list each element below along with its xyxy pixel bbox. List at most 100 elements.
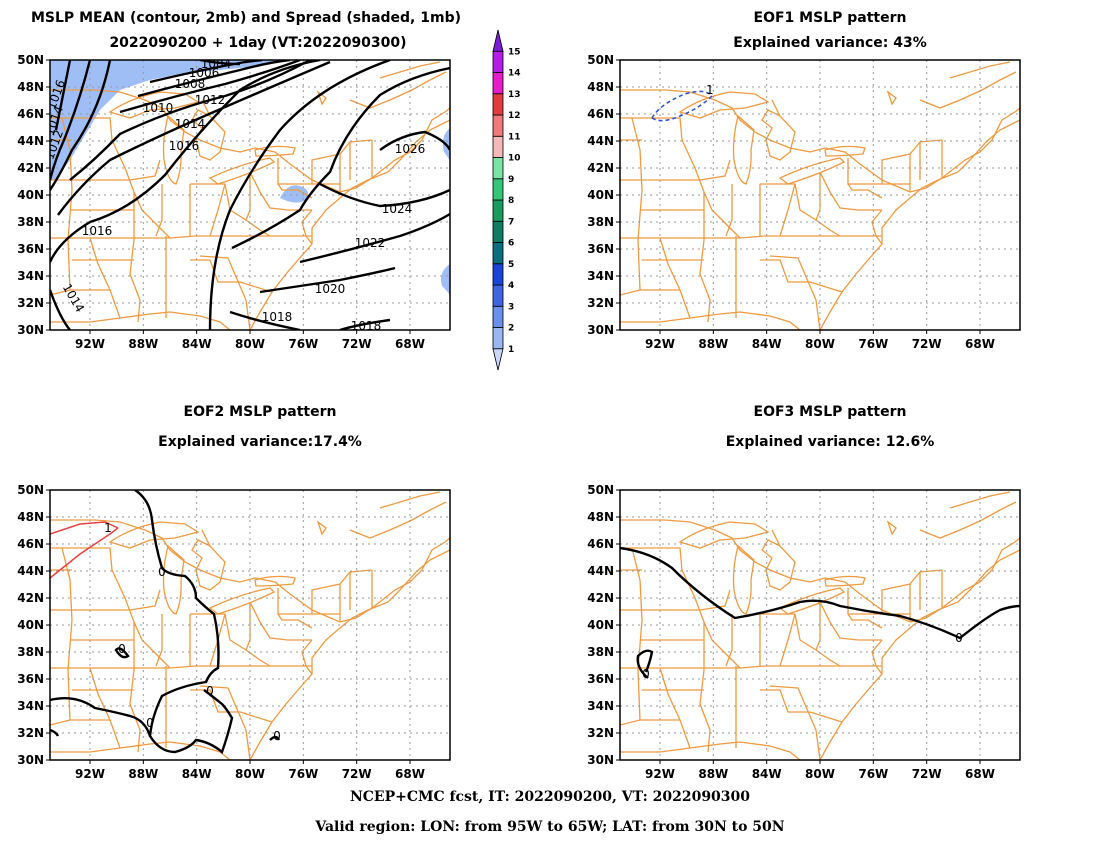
colorbar-segment xyxy=(492,114,504,137)
panel3-map: 1 0 0 0 0 0 xyxy=(50,490,450,760)
panel2-subtitle: Explained variance: 43% xyxy=(733,35,927,51)
lon-tick-label: 92W xyxy=(645,767,675,781)
lat-tick-label: 30N xyxy=(17,323,44,337)
lon-tick-label: 76W xyxy=(288,767,318,781)
lat-tick-label: 44N xyxy=(17,564,44,578)
contour-label: 1 xyxy=(706,83,714,97)
lat-tick-label: 30N xyxy=(17,753,44,767)
contour-label: 1010 xyxy=(143,101,174,115)
lon-tick-label: 80W xyxy=(235,337,265,351)
lat-tick-label: 46N xyxy=(587,537,614,551)
lon-tick-label: 72W xyxy=(342,337,372,351)
lon-tick-label: 80W xyxy=(805,767,835,781)
colorbar-tick-label: 9 xyxy=(508,175,514,185)
colorbar-tick-label: 6 xyxy=(508,239,514,249)
contour-label: 1008 xyxy=(175,77,206,91)
colorbar-tick-label: 2 xyxy=(508,324,514,334)
colorbar-segment xyxy=(492,178,504,201)
colorbar-tick-label: 11 xyxy=(508,132,521,142)
panel1-map: 1004 1006 1008 1010 1012 1014 1016 1016 … xyxy=(50,60,450,330)
contour-label: 0 xyxy=(955,631,963,645)
lon-tick-label: 84W xyxy=(752,767,782,781)
lat-tick-label: 34N xyxy=(17,269,44,283)
colorbar-tick-label: 4 xyxy=(508,281,514,291)
lat-tick-label: 32N xyxy=(587,726,614,740)
lat-tick-label: 34N xyxy=(17,699,44,713)
colorbar-segment xyxy=(492,157,504,180)
lat-tick-label: 42N xyxy=(587,591,614,605)
colorbar-segment xyxy=(492,199,504,222)
contour-label: 0 xyxy=(118,642,126,656)
lat-tick-label: 30N xyxy=(587,323,614,337)
contour-label: 1016 xyxy=(169,139,200,153)
lat-tick-label: 42N xyxy=(17,161,44,175)
colorbar-segment xyxy=(492,93,504,116)
panel1-title: MSLP MEAN (contour, 2mb) and Spread (sha… xyxy=(31,10,461,26)
lat-tick-label: 50N xyxy=(587,53,614,67)
lat-tick-label: 50N xyxy=(17,483,44,497)
contour-label: 0 xyxy=(158,565,166,579)
colorbar-tick-label: 15 xyxy=(508,47,521,57)
eof3-labels: 0 0 xyxy=(642,631,963,681)
lon-tick-label: 88W xyxy=(128,767,158,781)
colorbar-tick-label: 13 xyxy=(508,90,521,100)
lat-tick-label: 40N xyxy=(587,188,614,202)
contour-label: 1018 xyxy=(262,310,293,324)
contour-labels: 1004 1006 1008 1010 1012 1014 1016 1016 … xyxy=(50,60,426,330)
lat-tick-label: 44N xyxy=(587,564,614,578)
lat-tick-label: 40N xyxy=(17,618,44,632)
lat-tick-label: 50N xyxy=(587,483,614,497)
lat-tick-label: 38N xyxy=(587,215,614,229)
lon-tick-label: 84W xyxy=(182,337,212,351)
contour-label: 1024 xyxy=(382,202,413,216)
colorbar-tick-label: 1 xyxy=(508,345,514,355)
eof2-labels: 1 0 0 0 0 0 xyxy=(104,521,281,743)
colorbar-tick-label: 8 xyxy=(508,196,514,206)
lat-tick-label: 30N xyxy=(587,753,614,767)
axis-labels: 30N 32N 34N 36N 38N 40N 42N 44N 46N 48N 50N 92W 88W 8… xyxy=(17,53,995,781)
colorbar-segment xyxy=(492,72,504,95)
mslp-contours xyxy=(50,60,450,330)
lon-tick-label: 88W xyxy=(698,337,728,351)
lon-tick-label: 68W xyxy=(965,767,995,781)
lon-tick-label: 88W xyxy=(128,337,158,351)
colorbar-segment xyxy=(492,305,504,328)
contour-label: 1026 xyxy=(395,142,426,156)
lat-tick-label: 40N xyxy=(17,188,44,202)
lon-tick-label: 84W xyxy=(752,337,782,351)
lat-tick-label: 38N xyxy=(17,215,44,229)
lon-tick-label: 76W xyxy=(288,337,318,351)
lat-tick-label: 46N xyxy=(587,107,614,121)
colorbar-segment xyxy=(492,242,504,265)
lat-tick-label: 46N xyxy=(17,537,44,551)
lat-tick-label: 44N xyxy=(17,134,44,148)
panel4-map: 0 0 xyxy=(620,490,1020,760)
contour-label: 0 xyxy=(273,729,281,743)
lat-tick-label: 36N xyxy=(587,672,614,686)
contour-label: 0 xyxy=(206,684,214,698)
lon-tick-label: 76W xyxy=(858,767,888,781)
eof2-positive-contour xyxy=(50,521,119,579)
panel1-subtitle: 2022090200 + 1day (VT:2022090300) xyxy=(109,35,407,51)
colorbar-tick-label: 12 xyxy=(508,111,521,121)
contour-label: 1 xyxy=(104,521,112,535)
lat-tick-label: 48N xyxy=(587,510,614,524)
panel2-title: EOF1 MSLP pattern xyxy=(753,10,907,26)
colorbar-tick-label: 3 xyxy=(508,302,514,312)
lat-tick-label: 34N xyxy=(587,699,614,713)
panel2-map: 1 xyxy=(620,60,1020,330)
lon-tick-label: 68W xyxy=(395,767,425,781)
lat-tick-label: 36N xyxy=(587,242,614,256)
lon-tick-label: 80W xyxy=(235,767,265,781)
contour-label: 0 xyxy=(642,667,650,681)
contour-label: 1014 xyxy=(175,117,206,131)
contour-label: 1014 xyxy=(60,281,87,314)
lat-tick-label: 40N xyxy=(587,618,614,632)
lat-tick-label: 48N xyxy=(587,80,614,94)
lon-tick-label: 84W xyxy=(182,767,212,781)
lat-tick-label: 38N xyxy=(587,645,614,659)
lat-tick-label: 38N xyxy=(17,645,44,659)
contour-label: 1020 xyxy=(315,282,346,296)
lat-tick-label: 48N xyxy=(17,510,44,524)
